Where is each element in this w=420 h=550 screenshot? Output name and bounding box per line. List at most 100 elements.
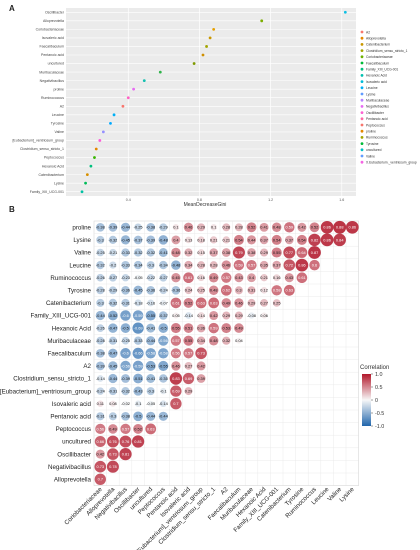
- legend-label: Muribaculaceae: [366, 99, 389, 103]
- correlation-value: 0.63: [286, 288, 294, 293]
- row-label: Valine: [74, 250, 91, 257]
- correlation-value: -0.45: [108, 363, 117, 368]
- correlation-value: -0.45: [121, 237, 130, 242]
- correlation-cell: [120, 360, 131, 372]
- correlation-cell: [183, 335, 194, 346]
- correlation-cell: [97, 400, 104, 407]
- correlation-cell: [171, 235, 181, 245]
- correlation-value: -0.59: [134, 313, 143, 318]
- correlation-value: 0.69: [172, 389, 180, 394]
- x-tick-label: 1.2: [268, 198, 273, 202]
- correlation-cell: [246, 235, 257, 245]
- correlation-value: -0.5: [135, 414, 142, 419]
- correlation-value: 0.63: [147, 426, 155, 431]
- importance-point: [121, 104, 125, 108]
- correlation-value: -0.37: [159, 313, 168, 318]
- correlation-cell: [133, 336, 143, 345]
- correlation-value: -0.45: [134, 288, 143, 293]
- correlation-cell: [132, 347, 144, 359]
- correlation-value: 0.48: [273, 225, 281, 230]
- correlation-cell: [197, 261, 206, 270]
- importance-point: [98, 139, 102, 142]
- correlation-value: 0.39: [197, 376, 205, 381]
- correlation-cell: [108, 412, 117, 421]
- correlation-cell: [247, 273, 256, 283]
- correlation-cell: [121, 273, 130, 282]
- correlation-value: 0.38: [223, 250, 231, 255]
- importance-point: [142, 79, 146, 83]
- row-label: Lysine: [73, 237, 91, 244]
- correlation-value: -0.47: [108, 326, 117, 331]
- correlation-value: -0.21: [108, 250, 117, 255]
- correlation-cell: [160, 387, 167, 395]
- correlation-value: 0.21: [210, 237, 218, 242]
- legend-swatch: [360, 36, 364, 40]
- correlation-value: -0.47: [108, 351, 117, 356]
- y-tick-label: Isovaleric acid: [42, 36, 64, 40]
- correlation-value: 0.59: [235, 263, 243, 268]
- row-label: Family_XIII_UCG-001: [30, 313, 91, 320]
- correlation-cell: [120, 310, 131, 321]
- correlation-value: 0.37: [286, 237, 294, 242]
- row-label: Hexanoic Acid: [52, 325, 92, 332]
- correlation-value: 0.61: [185, 275, 193, 280]
- correlation-cell: [96, 375, 104, 382]
- correlation-cell: [271, 222, 282, 233]
- legend-label: Clostridium_sensu_stricto_1: [366, 49, 408, 53]
- legend-label: Tyrosine: [366, 142, 379, 146]
- legend-label: proline: [366, 130, 376, 134]
- correlation-cell: [146, 248, 155, 257]
- importance-point: [94, 147, 98, 151]
- correlation-cell: [297, 222, 307, 232]
- correlation-cell: [108, 336, 117, 345]
- correlation-cell: [159, 223, 168, 232]
- panel-a-xlabel: MeanDecreaseGini: [184, 202, 227, 208]
- importance-point: [192, 62, 196, 65]
- y-tick-label: Ruminococcus: [41, 96, 64, 100]
- correlation-value: 0.83: [172, 376, 180, 381]
- correlation-value: 0.36: [197, 326, 205, 331]
- correlation-cell: [185, 236, 192, 244]
- correlation-cell: [208, 272, 219, 283]
- correlation-cell: [106, 460, 119, 473]
- correlation-cell: [131, 435, 145, 448]
- correlation-cell: [196, 374, 206, 383]
- correlation-value: -0.6: [122, 313, 129, 318]
- correlation-value: -0.39: [146, 237, 155, 242]
- correlation-cell: [182, 372, 195, 385]
- correlation-cell: [95, 449, 105, 459]
- correlation-cell: [170, 385, 182, 397]
- legend-label: Negativibacillus: [366, 105, 389, 109]
- correlation-value: -0.41: [146, 326, 155, 331]
- legend-swatch: [360, 142, 364, 146]
- correlation-cell: [183, 222, 194, 232]
- correlation-cell: [133, 411, 143, 422]
- correlation-cell: [234, 323, 244, 333]
- correlation-cell: [197, 236, 205, 244]
- row-label: Isovaleric acid: [52, 401, 92, 408]
- correlation-cell: [259, 222, 269, 232]
- correlation-cell: [171, 273, 181, 283]
- y-tick-label: Family_XIII_UCG-001: [30, 190, 64, 194]
- correlation-value: -0.59: [134, 363, 143, 368]
- correlation-value: 0.7: [173, 401, 178, 406]
- row-label: A2: [83, 363, 91, 370]
- correlation-value: -0.31: [121, 300, 130, 305]
- correlation-cell: [170, 348, 182, 359]
- correlation-value: -0.48: [159, 237, 168, 242]
- correlation-value: -0.23: [121, 275, 130, 280]
- correlation-cell: [309, 222, 320, 233]
- correlation-cell: [108, 323, 118, 333]
- correlation-value: -0.29: [159, 225, 168, 230]
- row-label: Clostridium_sensu_stricto_1: [13, 376, 91, 383]
- correlation-cell: [197, 274, 205, 282]
- legend-swatch: [360, 136, 364, 139]
- y-tick-label: Hexanoic Acid: [42, 164, 64, 168]
- correlation-value: 0.28: [235, 225, 243, 230]
- correlation-cell: [170, 335, 182, 346]
- correlation-cell: [108, 286, 117, 295]
- correlation-cell: [146, 286, 155, 295]
- correlation-cell: [108, 348, 118, 359]
- colorbar-tick-label: 0.5: [375, 385, 383, 391]
- correlation-value: 0.49: [109, 426, 117, 431]
